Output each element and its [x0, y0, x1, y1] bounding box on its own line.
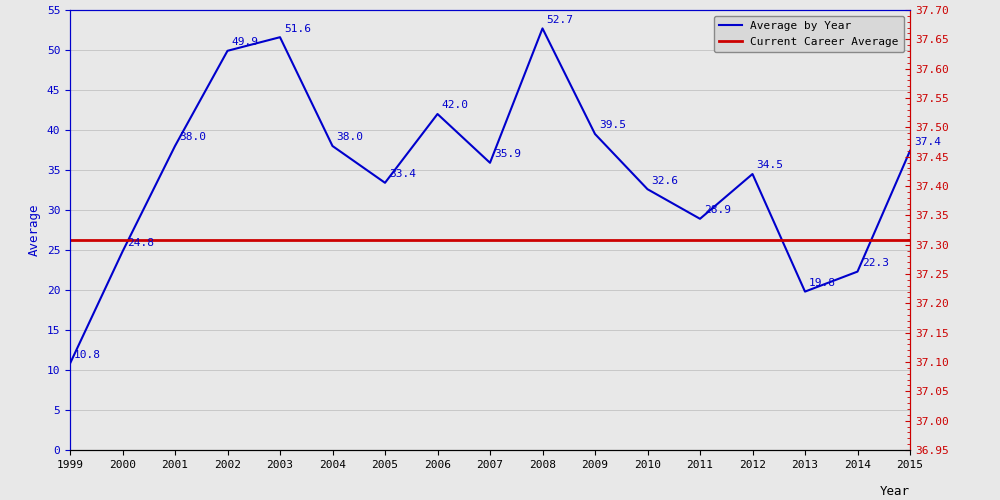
Current Career Average [64, 236, 76, 242]
Text: 38.0: 38.0 [337, 132, 364, 142]
Average by Year [274, 34, 286, 40]
Text: 28.9: 28.9 [704, 205, 731, 215]
Text: 37.4: 37.4 [914, 137, 941, 147]
Text: 35.9: 35.9 [494, 149, 521, 159]
Current Career Average [169, 236, 181, 242]
Current Career Average [326, 236, 338, 242]
Current Career Average [432, 236, 444, 242]
Average by Year [326, 143, 338, 149]
Average by Year [746, 171, 759, 177]
Current Career Average [694, 236, 706, 242]
Average by Year [222, 48, 234, 54]
Average by Year [484, 160, 496, 166]
Legend: Average by Year, Current Career Average: Average by Year, Current Career Average [714, 16, 904, 52]
Average by Year [536, 26, 548, 32]
Text: 22.3: 22.3 [862, 258, 889, 268]
Text: 52.7: 52.7 [547, 15, 574, 25]
Average by Year [799, 288, 811, 294]
Y-axis label: Average: Average [28, 204, 41, 256]
Text: 32.6: 32.6 [652, 176, 679, 186]
Current Career Average [222, 236, 234, 242]
Text: 38.0: 38.0 [179, 132, 206, 142]
Current Career Average [852, 236, 864, 242]
Current Career Average [379, 236, 391, 242]
Current Career Average [116, 236, 128, 242]
Average by Year [116, 248, 128, 254]
Current Career Average [904, 236, 916, 242]
Current Career Average [536, 236, 548, 242]
Text: 19.8: 19.8 [809, 278, 836, 288]
Average by Year [589, 131, 601, 137]
Average by Year [904, 148, 916, 154]
Average by Year [642, 186, 654, 192]
Text: 39.5: 39.5 [599, 120, 626, 130]
Current Career Average [589, 236, 601, 242]
Text: 49.9: 49.9 [232, 37, 259, 47]
Current Career Average [746, 236, 759, 242]
Average by Year [379, 180, 391, 186]
Text: 42.0: 42.0 [442, 100, 469, 110]
Current Career Average [799, 236, 811, 242]
Text: 51.6: 51.6 [284, 24, 311, 34]
Line: Average by Year: Average by Year [70, 28, 910, 363]
Average by Year [169, 143, 181, 149]
Average by Year [64, 360, 76, 366]
Text: 24.8: 24.8 [127, 238, 154, 248]
Average by Year [694, 216, 706, 222]
Text: Year: Year [880, 485, 910, 498]
Current Career Average [484, 236, 496, 242]
Text: 33.4: 33.4 [389, 169, 416, 179]
Current Career Average [642, 236, 654, 242]
Average by Year [432, 111, 444, 117]
Average by Year [852, 268, 864, 274]
Text: 10.8: 10.8 [74, 350, 101, 360]
Current Career Average [274, 236, 286, 242]
Text: 34.5: 34.5 [757, 160, 784, 170]
